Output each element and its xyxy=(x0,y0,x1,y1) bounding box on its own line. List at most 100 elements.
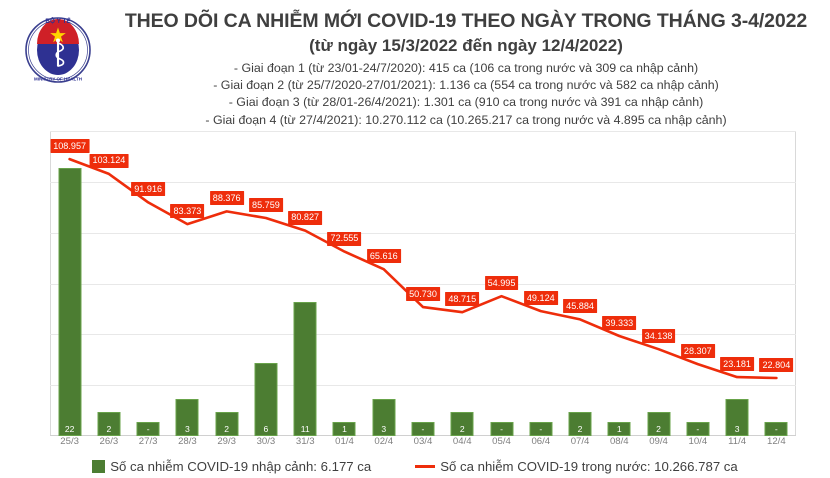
line-point-label: 65.616 xyxy=(366,249,401,264)
bar-value-label: 2 xyxy=(577,424,583,434)
bar-value-label: 2 xyxy=(106,424,112,434)
bar[interactable] xyxy=(490,422,514,436)
legend-label-imported: Số ca nhiễm COVID-19 nhập cảnh: 6.177 ca xyxy=(110,459,372,474)
bar[interactable] xyxy=(411,422,435,436)
phase-note-3: - Giai đoạn 3 (từ 28/01-26/4/2021): 1.30… xyxy=(228,95,704,110)
x-axis-tick-label: 07/4 xyxy=(570,436,590,447)
plot-area: -20.00040.00060.00080.000100.000120.000 … xyxy=(50,131,796,436)
bar[interactable] xyxy=(254,362,278,436)
x-axis-tick-label: 04/4 xyxy=(452,436,472,447)
line-point-label: 48.715 xyxy=(445,292,480,307)
ministry-of-health-logo: BỘ Y TẾ MINISTRY OF HEALTH xyxy=(24,10,92,96)
line-point-label: 34.138 xyxy=(641,329,676,344)
x-axis-tick-label: 06/4 xyxy=(531,436,551,447)
bar-value-label: 1 xyxy=(616,424,622,434)
line-point-label: 45.884 xyxy=(563,299,597,314)
phase-note-1: - Giai đoạn 1 (từ 23/01-24/7/2020): 415 … xyxy=(233,61,699,75)
bar-value-label: 1 xyxy=(342,424,347,434)
bar-value-label: - xyxy=(774,424,778,434)
line-point-label: 54.995 xyxy=(484,276,519,291)
x-axis-tick-label: 12/4 xyxy=(767,436,786,447)
bar[interactable] xyxy=(568,411,592,436)
x-axis-tick-label: 25/3 xyxy=(60,436,79,447)
x-axis-tick-label: 05/4 xyxy=(492,436,511,447)
svg-text:MINISTRY OF HEALTH: MINISTRY OF HEALTH xyxy=(34,77,82,82)
bar[interactable] xyxy=(647,411,671,436)
chart-header: BỘ Y TẾ MINISTRY OF HEALTH THEO DÕI CA N… xyxy=(0,0,830,128)
line-point-label: 83.373 xyxy=(170,204,205,219)
chart-legend: Số ca nhiễm COVID-19 nhập cảnh: 6.177 ca… xyxy=(0,455,830,478)
bar-value-label: - xyxy=(146,424,150,434)
gridline xyxy=(50,334,796,336)
bar-value-label: 3 xyxy=(734,424,740,434)
x-axis-labels: 25/3 26/3 27/3 28/3 29/3 30/3 31/3 01/4 02/4 03/4… xyxy=(50,436,796,454)
bar-value-label: - xyxy=(539,424,543,434)
bar-value-label: 2 xyxy=(224,424,230,434)
bar[interactable] xyxy=(529,422,553,436)
bar[interactable] xyxy=(58,167,82,436)
bar-series: 22 2-3 2 6 11 1 3-2- -2 1 2-3- xyxy=(50,131,796,436)
line-point-label: 49.124 xyxy=(523,291,558,306)
line-point-label: 91.916 xyxy=(131,182,166,197)
bar[interactable] xyxy=(332,422,356,436)
gridline xyxy=(50,385,796,387)
bar[interactable] xyxy=(293,301,317,436)
bar[interactable] xyxy=(686,422,710,436)
bar[interactable] xyxy=(215,411,239,436)
line-point-label: 85.759 xyxy=(249,198,283,213)
svg-text:BỘ Y TẾ: BỘ Y TẾ xyxy=(45,15,71,25)
line-point-label: 22.804 xyxy=(759,358,794,373)
green-square-swatch-icon xyxy=(92,460,106,473)
x-axis-tick-label: 26/3 xyxy=(99,436,119,447)
bar-value-label: 2 xyxy=(656,424,661,434)
bar-value-label: 3 xyxy=(185,424,190,434)
line-point-label: 88.376 xyxy=(209,191,244,206)
legend-item-imported[interactable]: Số ca nhiễm COVID-19 nhập cảnh: 6.177 ca xyxy=(92,459,371,474)
line-point-label: 39.333 xyxy=(602,316,637,331)
phase-note-2: - Giai đoạn 2 (từ 25/7/2020-27/01/2021):… xyxy=(213,78,719,93)
x-axis-tick-label: 28/3 xyxy=(178,436,197,447)
bar[interactable] xyxy=(372,399,396,436)
line-point-label: 28.307 xyxy=(680,344,715,359)
line-point-label: 80.827 xyxy=(288,210,323,225)
x-axis-tick-label: 31/3 xyxy=(295,436,315,447)
x-axis-tick-label: 08/4 xyxy=(609,436,629,447)
bar-value-label: 11 xyxy=(300,424,310,434)
bar-value-label: - xyxy=(696,424,700,434)
line-point-label: 50.730 xyxy=(406,287,440,302)
line-point-label: 72.555 xyxy=(327,231,362,246)
bar-value-label: 22 xyxy=(64,424,75,434)
line-point-label: 108.957 xyxy=(50,139,90,154)
gridline xyxy=(50,181,796,183)
bar[interactable] xyxy=(175,399,199,436)
bar-value-label: - xyxy=(421,424,425,434)
bar[interactable] xyxy=(764,422,788,436)
x-axis-tick-label: 30/3 xyxy=(256,436,276,447)
title-block: THEO DÕI CA NHIỄM MỚI COVID-19 THEO NGÀY… xyxy=(110,8,822,58)
bar[interactable] xyxy=(97,411,121,436)
bar[interactable] xyxy=(136,422,160,436)
bar-value-label: 6 xyxy=(263,424,269,434)
bar[interactable] xyxy=(607,422,631,436)
chart-area: -20.00040.00060.00080.000100.000120.000 … xyxy=(0,126,830,436)
x-axis-tick-label: 09/4 xyxy=(649,436,668,447)
line-point-label: 23.181 xyxy=(720,357,755,372)
line-series: 108.957 103.124 91.916 83.373 88.376 85.759 80… xyxy=(50,131,796,436)
line-path-svg xyxy=(68,157,778,380)
phase-notes: - Giai đoạn 1 (từ 23/01-24/7/2020): 415 … xyxy=(110,60,822,129)
x-axis-tick-label: 03/4 xyxy=(413,436,433,447)
phase-note-4: - Giai đoạn 4 (từ 27/4/2021): 10.270.112… xyxy=(205,112,727,127)
legend-item-domestic[interactable]: Số ca nhiễm COVID-19 trong nước: 10.266.… xyxy=(415,459,738,474)
x-axis-tick-label: 01/4 xyxy=(335,436,354,447)
red-line-swatch-icon xyxy=(415,465,436,468)
bar[interactable] xyxy=(725,399,749,436)
x-axis-tick-label: 10/4 xyxy=(688,436,708,447)
bar-value-label: - xyxy=(500,424,503,434)
x-axis-tick-label: 27/3 xyxy=(138,436,158,447)
x-axis-tick-label: 11/4 xyxy=(728,436,747,447)
gridline xyxy=(50,283,796,285)
gridline xyxy=(50,232,796,234)
bar-value-label: 3 xyxy=(381,424,387,434)
bar[interactable] xyxy=(450,411,474,436)
